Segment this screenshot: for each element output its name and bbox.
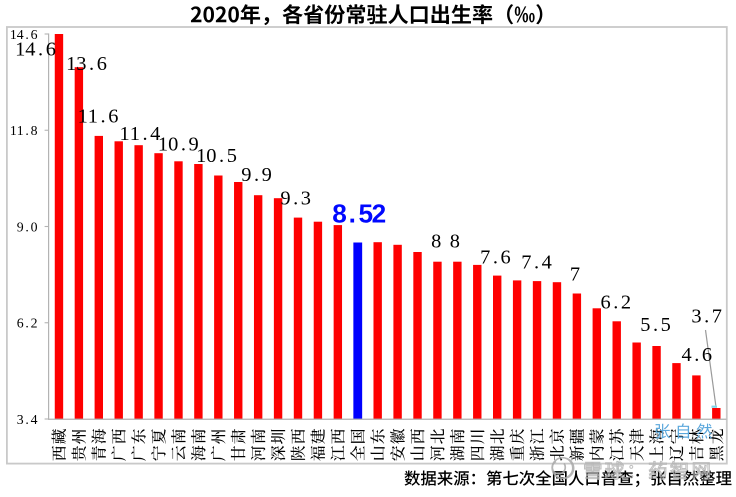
svg-text:9.0: 9.0: [17, 219, 38, 234]
svg-text:3.4: 3.4: [17, 412, 38, 427]
svg-text:4.6: 4.6: [681, 344, 712, 366]
svg-text:3.7: 3.7: [691, 306, 722, 328]
svg-text:7.4: 7.4: [521, 251, 552, 273]
svg-text:11.6: 11.6: [78, 106, 119, 128]
svg-text:9.3: 9.3: [280, 188, 311, 210]
svg-text:6.2: 6.2: [17, 316, 38, 331]
svg-text:8.52: 8.52: [332, 199, 386, 229]
svg-text:10.5: 10.5: [196, 145, 237, 167]
svg-text:14.6: 14.6: [15, 39, 56, 61]
svg-text:8: 8: [450, 231, 460, 253]
svg-text:10.9: 10.9: [158, 134, 199, 156]
svg-text:13.6: 13.6: [66, 53, 107, 75]
svg-text:11.4: 11.4: [120, 123, 161, 145]
svg-text:7.6: 7.6: [480, 247, 511, 269]
svg-text:8: 8: [431, 231, 441, 253]
svg-text:7: 7: [570, 263, 580, 285]
svg-text:9.9: 9.9: [241, 164, 272, 186]
svg-text:5.5: 5.5: [640, 314, 671, 336]
svg-text:6.2: 6.2: [600, 292, 631, 314]
